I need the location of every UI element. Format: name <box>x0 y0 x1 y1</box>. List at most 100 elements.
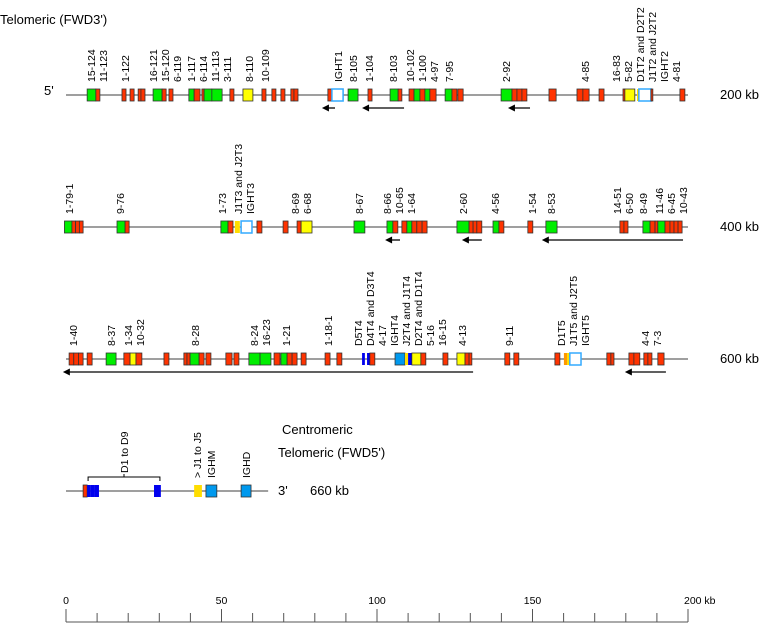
gene-segment-red <box>135 352 143 366</box>
gene-label: IGHT3 <box>245 183 257 214</box>
gene-segment-green <box>86 88 97 102</box>
gene-segment-yellow <box>300 220 313 234</box>
gene-segment-red <box>554 352 561 366</box>
gene-segment-red <box>124 220 130 234</box>
gene-segment-red <box>677 220 683 234</box>
gene-segment-red <box>647 352 653 366</box>
arrow-left-icon <box>62 368 70 376</box>
gene-label: 11-113 <box>210 51 222 82</box>
gene-label: 1-73 <box>217 193 229 214</box>
gene-label: IGHT4 <box>389 315 401 346</box>
gene-segment-green <box>424 88 431 102</box>
gene-label: D5T4 <box>353 320 365 346</box>
row-end-label: 660 kb <box>310 483 349 498</box>
arrow-left-icon <box>624 368 632 376</box>
gene-label: 2-60 <box>458 193 470 214</box>
gene-label: 1-117 <box>186 56 198 82</box>
gene-label: 16-23 <box>261 319 273 346</box>
gene-label: 7-95 <box>444 61 456 82</box>
gene-segment-yellow-strip <box>234 221 240 233</box>
scale-bar: 0 50 100 150 200 kb <box>63 595 716 623</box>
gene-segment-red <box>548 88 557 102</box>
gene-segment-light-blue <box>205 484 218 498</box>
gene-segment-green <box>444 88 453 102</box>
gene-label: 6-50 <box>624 193 636 214</box>
gene-segment-red <box>654 220 659 234</box>
gene-segment-green <box>492 220 500 234</box>
gene-segment-red <box>468 352 473 366</box>
gene-segment-red <box>401 220 408 234</box>
gene-segment-red <box>161 88 167 102</box>
gene-label: 5-16 <box>425 325 437 346</box>
gene-label: 10-32 <box>135 319 147 346</box>
gene-label: IGHM <box>206 451 218 478</box>
gene-label: 9-11 <box>504 326 516 346</box>
gene-label: 10-109 <box>260 49 272 82</box>
gene-segment-green <box>259 352 272 366</box>
gene-label: 6-45 <box>666 193 678 214</box>
title-telomeric-fwd5: Telomeric (FWD5') <box>278 445 385 460</box>
locus-row-1: 200 kb 15-124 11-123 1-122 16-121 15-120 6-119… <box>66 7 759 112</box>
gene-segment-red <box>273 352 281 366</box>
centromeric-label: Centromeric <box>282 422 353 437</box>
gene-label: 8-66 <box>382 193 394 214</box>
five-prime-label: 5' <box>44 83 54 98</box>
gene-label: 15-124 <box>86 49 98 82</box>
gene-label: 8-49 <box>638 193 650 214</box>
gene-segment-light-blue <box>394 352 406 366</box>
scale-tick-label: 0 <box>63 595 69 607</box>
gene-segment-yellow-strip <box>636 89 639 101</box>
row-end-label: 200 kb <box>720 87 759 102</box>
gene-segment-red <box>679 88 686 102</box>
gene-segment-red <box>121 88 127 102</box>
gene-segment-red <box>673 220 679 234</box>
gene-segment-red <box>324 352 331 366</box>
gene-segment-green <box>353 220 366 234</box>
gene-segment-red <box>476 220 483 234</box>
gene-segment-green <box>152 88 163 102</box>
gene-segment-red <box>464 352 470 366</box>
gene-label: 4-97 <box>429 61 441 82</box>
gene-segment-green <box>456 220 470 234</box>
gene-label: 4-4 <box>640 331 652 346</box>
gene-label: 1-54 <box>527 193 539 214</box>
gene-segment-red <box>280 88 286 102</box>
gene-segment-red <box>416 220 423 234</box>
gene-label: D1T2 and D2T2 <box>635 7 647 82</box>
gene-label: 15-120 <box>160 49 172 82</box>
gene-label: 8-53 <box>546 193 558 214</box>
gene-segment-red <box>300 352 307 366</box>
gene-segment-red <box>123 352 131 366</box>
arrow-left-icon <box>541 236 549 244</box>
gene-segment-green <box>64 220 73 234</box>
gene-label: IGHT2 <box>659 51 671 82</box>
gene-segment-red <box>367 88 373 102</box>
gene-label: 1-122 <box>120 55 132 82</box>
gene-segment-red <box>256 220 263 234</box>
gene-segment-blue <box>94 485 99 497</box>
gene-segment-red <box>129 88 135 102</box>
gene-segment-blue <box>367 353 370 365</box>
arrow-left-icon <box>362 104 370 112</box>
gene-segment-red <box>78 220 84 234</box>
gene-segment-red <box>82 484 88 498</box>
arrow-left-icon <box>321 104 329 112</box>
gene-segment-green <box>657 220 666 234</box>
scale-tick-label: 150 <box>524 595 542 607</box>
gene-label: 1-100 <box>417 55 429 82</box>
gene-segment-blue <box>87 485 91 497</box>
gene-segment-red <box>623 220 629 234</box>
gene-segment-red <box>229 88 235 102</box>
gene-segment-green <box>248 352 261 366</box>
gene-label: 8-69 <box>290 193 302 214</box>
gene-segment-green <box>347 88 359 102</box>
gene-segment-yellow-strip <box>194 485 202 497</box>
gene-segment-red <box>669 220 675 234</box>
gene-label: 5-82 <box>623 61 635 82</box>
gene-segment-red <box>233 352 240 366</box>
gene-segment-yellow <box>624 88 636 102</box>
gene-segment-white <box>569 352 582 366</box>
gene-segment-red <box>628 352 635 366</box>
gene-label: J1T5 and J2T5 <box>568 276 580 346</box>
gene-segment-light-blue <box>240 484 252 498</box>
